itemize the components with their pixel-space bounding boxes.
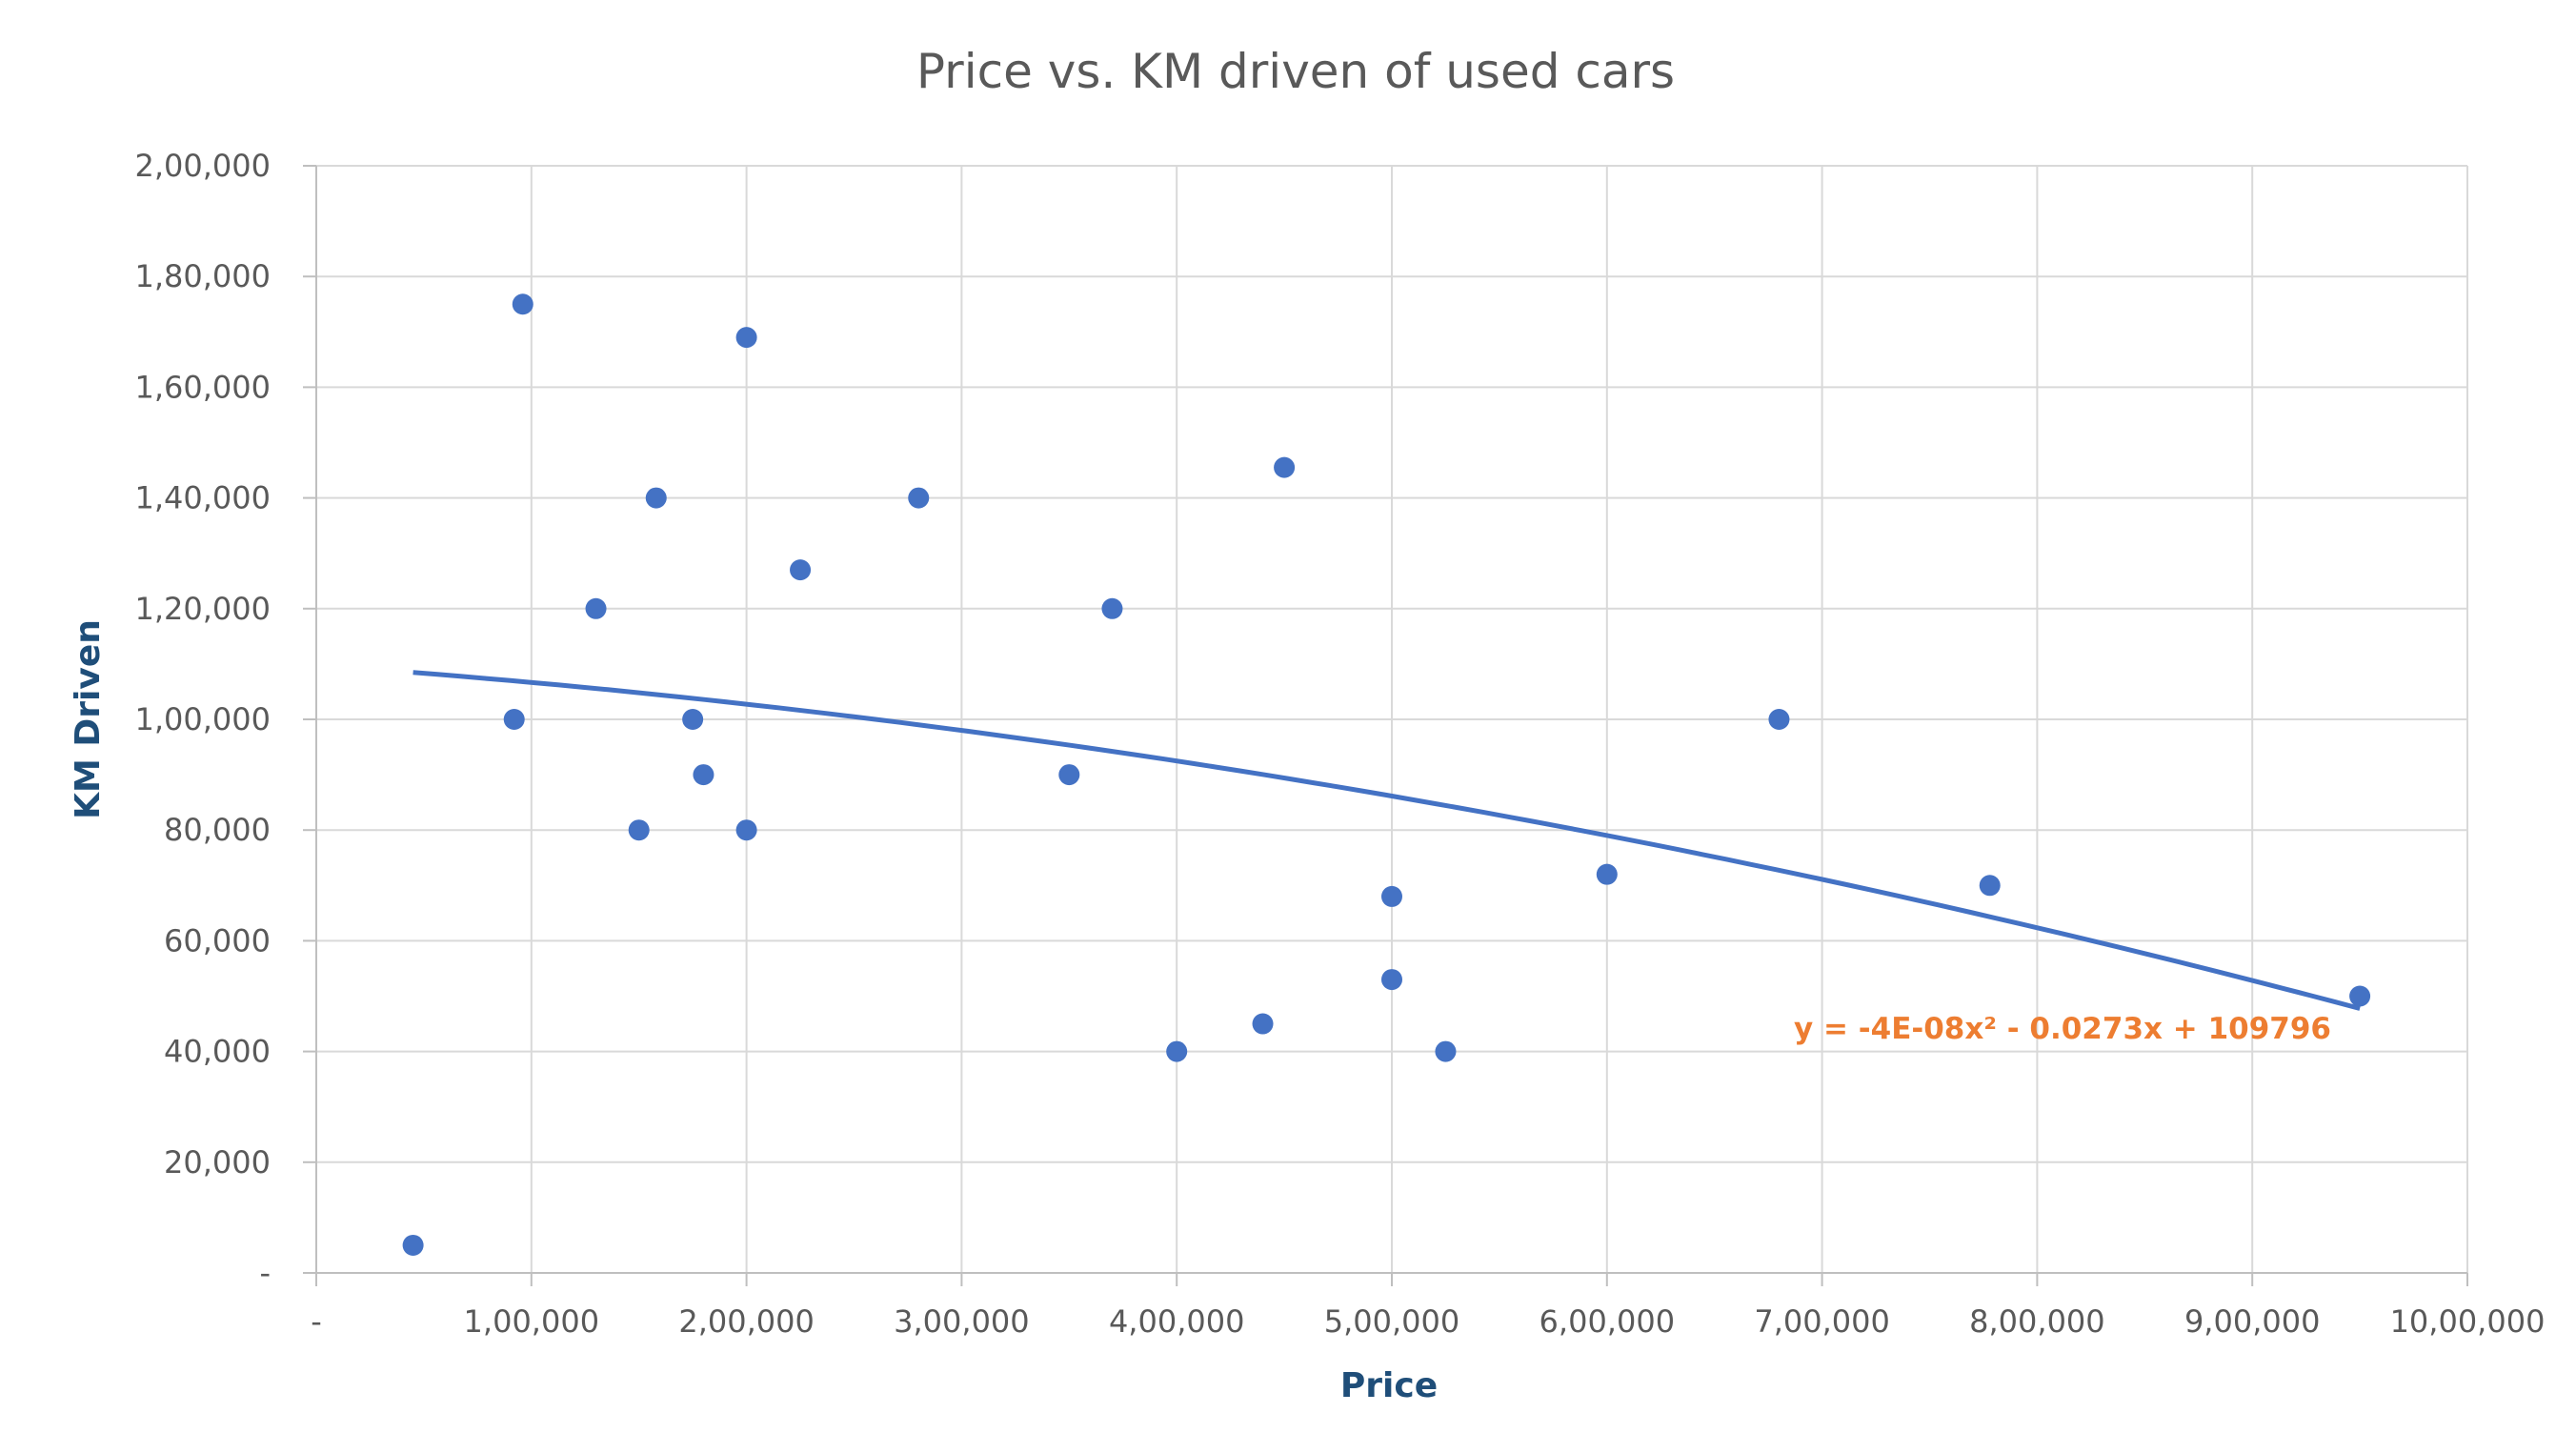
trendline: [413, 670, 2361, 1011]
data-point: [1381, 969, 1402, 991]
y-tick-label: 1,00,000: [135, 701, 272, 737]
y-axis-title: KM Driven: [69, 619, 108, 819]
x-tick-label: 10,00,000: [2390, 1303, 2546, 1340]
gridlines: [316, 165, 2468, 1273]
data-point: [908, 487, 930, 509]
x-tick-label: 9,00,000: [2184, 1303, 2321, 1340]
data-point: [402, 1234, 424, 1256]
y-tick-label: 20,000: [164, 1144, 271, 1181]
data-point: [790, 559, 812, 581]
data-point: [735, 819, 757, 841]
data-point: [735, 327, 757, 349]
data-point: [693, 764, 714, 786]
x-tick-label: 1,00,000: [464, 1303, 600, 1340]
trendline-group: [413, 670, 2361, 1011]
x-tick-label: 3,00,000: [894, 1303, 1030, 1340]
x-tick-label: 2,00,000: [678, 1303, 815, 1340]
data-point: [682, 709, 704, 730]
data-points: [402, 293, 2371, 1256]
data-point: [1979, 875, 2001, 897]
chart-title: Price vs. KM driven of used cars: [916, 44, 1675, 99]
axes: [303, 165, 2468, 1286]
x-axis-title: Price: [1340, 1366, 1438, 1405]
data-point: [585, 597, 607, 619]
data-point: [1768, 709, 1790, 730]
data-point: [628, 819, 650, 841]
data-point: [503, 709, 525, 730]
x-tick-label: 7,00,000: [1754, 1303, 1890, 1340]
data-point: [1381, 885, 1402, 907]
y-tick-label: 1,80,000: [135, 258, 272, 294]
data-point: [1596, 863, 1618, 885]
x-tick-label: 4,00,000: [1109, 1303, 1245, 1340]
y-tick-label: 1,40,000: [135, 480, 272, 516]
y-tick-label: 80,000: [164, 812, 271, 848]
y-axis-tick-labels: - 20,000 40,000 60,000 80,000 1,00,000 1,20,00…: [135, 148, 272, 1291]
x-tick-label: 8,00,000: [1969, 1303, 2105, 1340]
data-point: [1101, 597, 1123, 619]
x-tick-label: 5,00,000: [1324, 1303, 1460, 1340]
data-point: [1274, 456, 1296, 478]
data-point: [1252, 1013, 1274, 1035]
trendline-equation: y = -4E-08x² - 0.0273x + 109796: [1794, 1012, 2331, 1046]
y-tick-label: 1,20,000: [135, 591, 272, 627]
y-tick-label: 60,000: [164, 922, 271, 959]
data-point: [1166, 1040, 1188, 1062]
y-tick-label: 1,60,000: [135, 369, 272, 405]
y-tick-label: 40,000: [164, 1034, 271, 1070]
y-tick-label: 2,00,000: [135, 148, 272, 184]
x-tick-label: 6,00,000: [1540, 1303, 1676, 1340]
y-tick-label: -: [259, 1255, 271, 1291]
data-point: [2349, 985, 2371, 1007]
data-point: [512, 293, 533, 315]
x-axis-tick-labels: - 1,00,000 2,00,000 3,00,000 4,00,000 5,00,00…: [311, 1303, 2545, 1340]
data-point: [645, 487, 667, 509]
data-point: [1058, 764, 1080, 786]
x-tick-label: -: [311, 1303, 322, 1340]
data-point: [1435, 1040, 1457, 1062]
